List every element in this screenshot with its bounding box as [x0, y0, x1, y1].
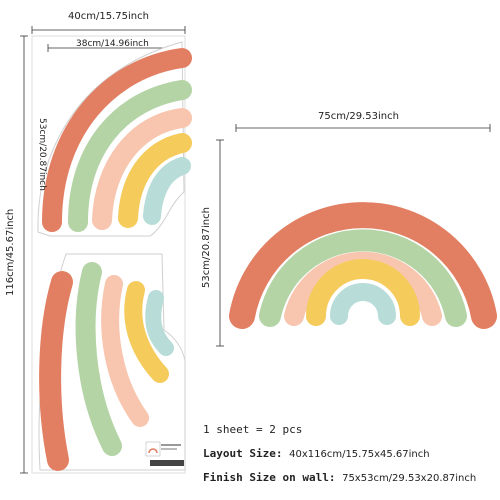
pieces-info: 1 sheet = 2 pcs: [203, 423, 303, 436]
bottom-arc-mustard: [124, 281, 169, 383]
top-arc-mustard: [118, 133, 192, 228]
sheet-inner-width-label: 38cm/14.96inch: [76, 39, 149, 49]
top-arc-terracotta: [42, 48, 192, 232]
top-arc-aqua: [143, 157, 191, 225]
layout-size-label: Layout Size:: [203, 447, 283, 460]
finish-size-value: 75x53cm/29.53x20.87inch: [342, 473, 477, 484]
finished-arc-aqua: [330, 283, 396, 325]
bottom-arc-sage: [75, 262, 122, 456]
bottom-arc-peach: [101, 275, 149, 427]
bottom-piece-rainbow: [39, 262, 174, 471]
bottom-arc-terracotta: [39, 271, 73, 471]
finished-dimension-lines: [216, 124, 491, 347]
sheet-height-label: 116cm/45.67inch: [5, 208, 16, 296]
finished-rainbow: [229, 202, 497, 329]
bottom-arc-aqua: [145, 290, 174, 356]
top-arc-peach: [92, 108, 192, 230]
top-piece-rainbow: [42, 48, 192, 232]
product-badge: [145, 441, 184, 466]
finished-width-label: 75cm/29.53inch: [318, 111, 399, 122]
finished-arc-mustard: [306, 259, 420, 326]
sheet-width-label: 40cm/15.75inch: [68, 11, 149, 22]
finished-arc-sage: [259, 229, 467, 327]
finish-size-info: Finish Size on wall: 75x53cm/29.53x20.87…: [203, 472, 476, 484]
sheet-inner-height-label: 53cm/20.87inch: [37, 118, 47, 191]
finished-arc-terracotta: [229, 202, 497, 329]
top-arc-sage: [68, 80, 192, 232]
layout-size-value: 40x116cm/15.75x45.67inch: [289, 449, 430, 460]
finish-size-label: Finish Size on wall:: [203, 471, 336, 484]
finished-height-label: 53cm/20.87inch: [201, 207, 212, 288]
layout-size-info: Layout Size: 40x116cm/15.75x45.67inch: [203, 448, 430, 460]
